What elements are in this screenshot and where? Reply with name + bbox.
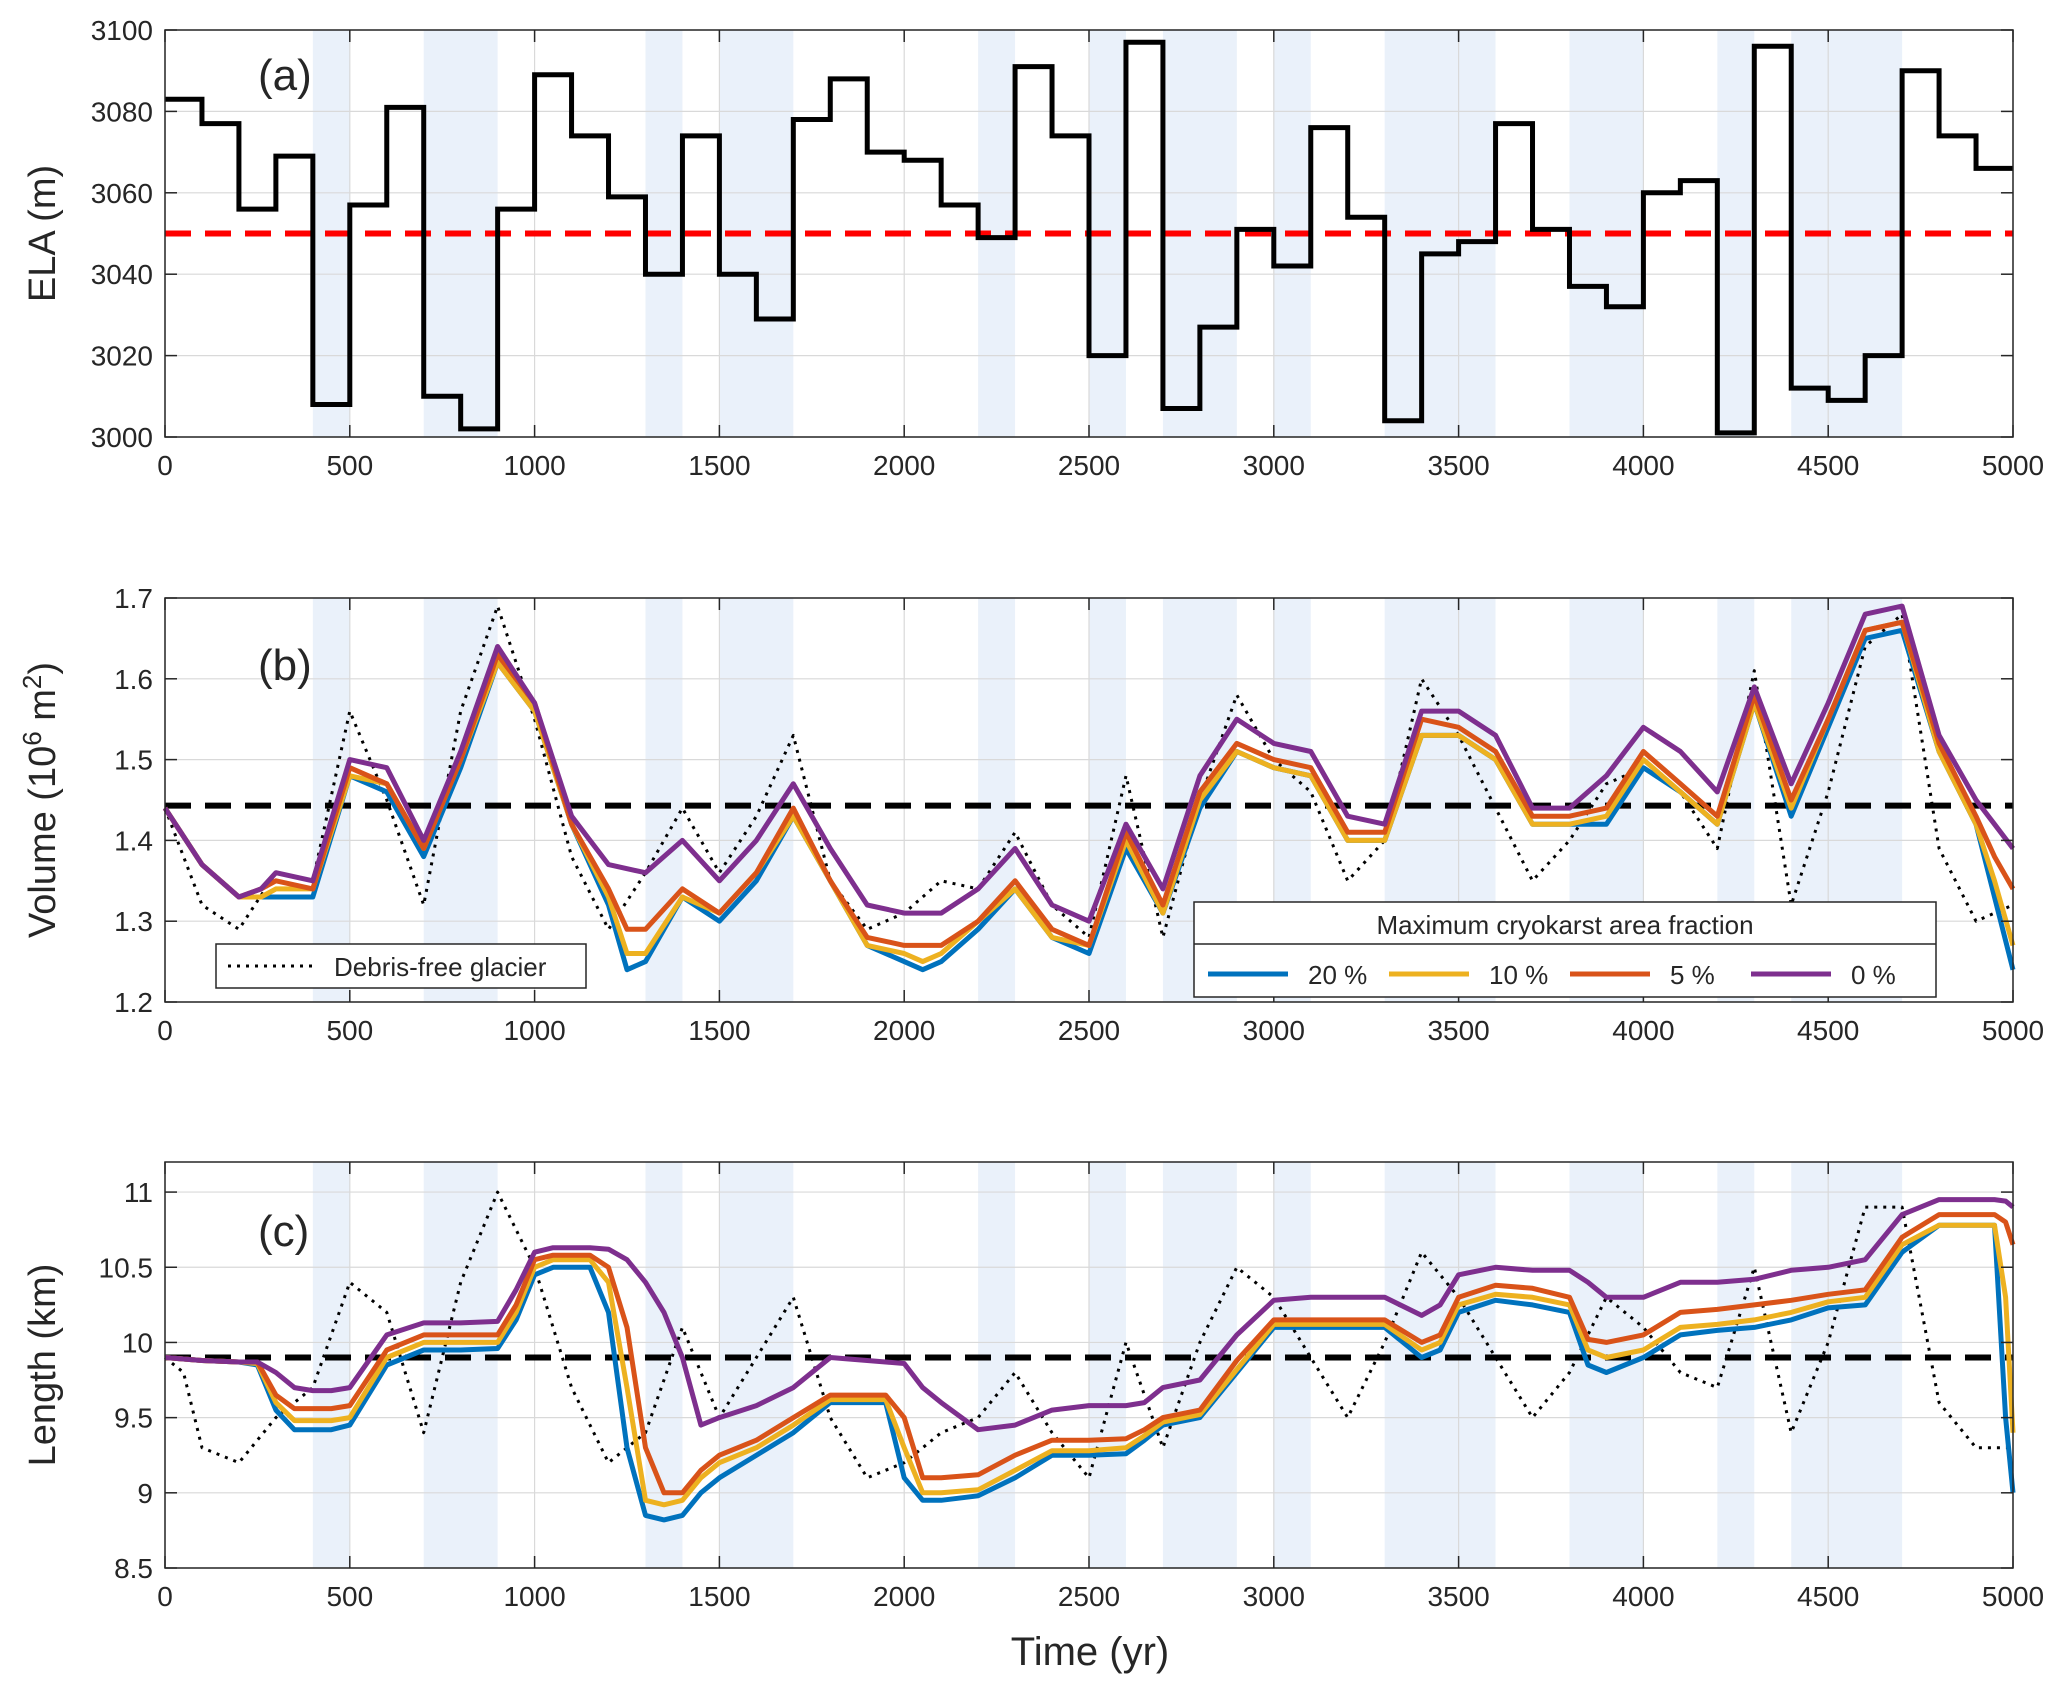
x-tick-label: 4000: [1612, 1581, 1674, 1612]
y-axis-label-part: m: [22, 689, 64, 731]
y-tick-label: 1.2: [114, 987, 153, 1018]
x-tick-label: 1000: [503, 1015, 565, 1046]
x-tick-label: 3000: [1243, 450, 1305, 481]
y-tick-label: 1.7: [114, 583, 153, 614]
y-tick-label: 3060: [91, 178, 153, 209]
x-axis-label: Time (yr): [1011, 1630, 1169, 1674]
shaded-interval: [423, 598, 498, 1002]
panel-a-ela-chart: 0 500 1000 1500 2000 2500 3000 3500 4000 4500 5000…: [22, 15, 2044, 481]
legend-entry: 0 %: [1851, 960, 1896, 990]
y-tick-label: 3080: [91, 96, 153, 127]
legend-title: Maximum cryokarst area fraction: [1376, 910, 1753, 940]
legend-debris-free: Debris-free glacier: [215, 943, 587, 989]
y-axis-label-part: ): [22, 662, 64, 675]
x-tick-label: 500: [326, 450, 373, 481]
y-axis-label: ELA (m): [22, 165, 64, 302]
series-line-s0: [162, 603, 2015, 924]
y-tick-label: 1.6: [114, 664, 153, 695]
x-tick-label: 1500: [688, 450, 750, 481]
x-tick-label: 1500: [688, 1015, 750, 1046]
legend-label: Debris-free glacier: [334, 952, 547, 982]
y-tick-label: 1.5: [114, 745, 153, 776]
y-axis-label: Volume (106 m2): [17, 662, 64, 938]
legend-cryokarst: Maximum cryokarst area fraction 20 % 10 % 5…: [1193, 901, 1937, 998]
y-axis-label-sup: 2: [17, 675, 47, 689]
y-axis-label: Length (km): [22, 1264, 64, 1467]
shaded-interval: [719, 1162, 794, 1568]
x-tick-label: 4500: [1797, 1015, 1859, 1046]
y-tick-label: 9.5: [114, 1403, 153, 1434]
y-tick-label: 10.5: [99, 1252, 154, 1283]
series-line-s20: [164, 1222, 2016, 1523]
x-tick-label: 3500: [1427, 1581, 1489, 1612]
shaded-interval: [978, 598, 1016, 1002]
x-tick-label: 1500: [688, 1581, 750, 1612]
x-tick-label: 5000: [1982, 1581, 2044, 1612]
legend-entry: 20 %: [1308, 960, 1367, 990]
shaded-interval: [1089, 1162, 1126, 1568]
y-tick-label: 3100: [91, 15, 153, 46]
legend-entry: 10 %: [1489, 960, 1548, 990]
x-tick-label: 1000: [503, 450, 565, 481]
shaded-interval: [1717, 1162, 1755, 1568]
shaded-interval: [312, 1162, 350, 1568]
y-tick-label: 10: [122, 1327, 153, 1358]
shaded-interval: [645, 598, 683, 1002]
x-tick-label: 500: [326, 1581, 373, 1612]
x-tick-label: 1000: [503, 1581, 565, 1612]
x-tick-label: 0: [157, 1581, 173, 1612]
x-tick-label: 3000: [1243, 1581, 1305, 1612]
y-axis-label-sup: 6: [17, 731, 47, 745]
y-tick-label: 1.4: [114, 825, 153, 856]
y-tick-label: 3000: [91, 422, 153, 453]
y-tick-label: 11: [124, 1177, 153, 1208]
ela-step-line: [165, 39, 2013, 436]
shaded-interval: [1384, 1162, 1496, 1568]
x-tick-label: 500: [326, 1015, 373, 1046]
legend-box: [215, 943, 587, 989]
x-tick-label: 4500: [1797, 1581, 1859, 1612]
y-tick-label: 3020: [91, 341, 153, 372]
shaded-interval: [1384, 30, 1496, 437]
series-line-s5: [164, 1212, 2016, 1496]
y-axis-label-part: Volume (10: [22, 746, 64, 938]
shaded-interval: [423, 1162, 498, 1568]
series-line-s10: [164, 1222, 2016, 1508]
x-tick-label: 2500: [1058, 450, 1120, 481]
x-tick-label: 2500: [1058, 1015, 1120, 1046]
x-tick-label: 3500: [1427, 450, 1489, 481]
shaded-interval: [978, 1162, 1016, 1568]
x-tick-label: 3000: [1243, 1015, 1305, 1046]
panel-c-length-chart: 0 500 1000 1500 2000 2500 3000 3500 4000 4500 5000…: [22, 1161, 2044, 1612]
x-tick-label: 4000: [1612, 450, 1674, 481]
x-tick-label: 2000: [873, 1581, 935, 1612]
y-tick-label: 1.3: [114, 906, 153, 937]
y-tick-label: 3040: [91, 259, 153, 290]
x-tick-label: 5000: [1982, 450, 2044, 481]
x-tick-label: 2000: [873, 450, 935, 481]
panel-b-volume-chart: 0 500 1000 1500 2000 2500 3000 3500 4000 4500 5000…: [17, 583, 2044, 1046]
x-tick-label: 0: [157, 450, 173, 481]
shaded-interval: [1569, 1162, 1644, 1568]
y-tick-label: 8.5: [114, 1553, 153, 1584]
y-tick-label: 9: [137, 1478, 153, 1509]
panel-label: (c): [258, 1207, 309, 1256]
x-tick-label: 0: [157, 1015, 173, 1046]
panel-label: (a): [258, 51, 312, 100]
shaded-interval: [1273, 1162, 1311, 1568]
x-tick-label: 3500: [1427, 1015, 1489, 1046]
legend-entry: 5 %: [1670, 960, 1715, 990]
shaded-interval: [1162, 1162, 1237, 1568]
legend-box: [1193, 901, 1937, 998]
x-tick-label: 2500: [1058, 1581, 1120, 1612]
x-tick-label: 4000: [1612, 1015, 1674, 1046]
shaded-interval: [1791, 1162, 1903, 1568]
panel-label: (b): [258, 641, 312, 690]
x-tick-label: 5000: [1982, 1015, 2044, 1046]
series-line-s5: [162, 619, 2016, 948]
series-line-s0: [164, 1197, 2015, 1433]
x-tick-label: 2000: [873, 1015, 935, 1046]
x-tick-label: 4500: [1797, 450, 1859, 481]
